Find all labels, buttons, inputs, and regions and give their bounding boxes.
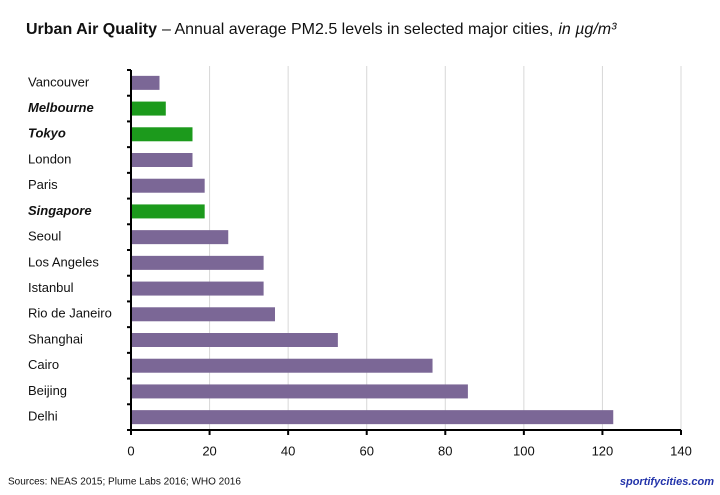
y-tick-label: Beijing xyxy=(28,383,67,398)
x-tick-label: 140 xyxy=(670,443,692,458)
bar xyxy=(132,101,166,116)
y-tick-label: Rio de Janeiro xyxy=(28,306,112,321)
bar xyxy=(132,333,338,347)
bar xyxy=(132,75,160,90)
title: Urban Air Quality xyxy=(26,21,157,38)
y-tick-label: Istanbul xyxy=(28,280,74,295)
y-tick-label: Shanghai xyxy=(28,331,83,346)
unit: in µg/m³ xyxy=(558,21,617,38)
x-tick-label: 0 xyxy=(127,443,134,458)
source: Sources: NEAS 2015; Plume Labs 2016; WHO… xyxy=(8,477,241,488)
credit: sportifycities.com xyxy=(620,476,714,488)
x-tick-label: 100 xyxy=(513,443,535,458)
bar xyxy=(132,410,614,425)
y-tick-label: Delhi xyxy=(28,409,58,424)
y-tick-label: Seoul xyxy=(28,229,61,244)
chart-title: Urban Air Quality – Annual average PM2.5 … xyxy=(26,21,617,38)
bar xyxy=(132,358,433,373)
bar xyxy=(132,127,193,142)
bar xyxy=(132,307,275,322)
x-tick-label: 20 xyxy=(202,443,216,458)
bar xyxy=(132,178,205,193)
bar xyxy=(132,153,193,167)
bar xyxy=(132,281,264,296)
x-tick-label: 80 xyxy=(438,443,452,458)
bar xyxy=(132,204,205,219)
x-tick-label: 40 xyxy=(281,443,295,458)
y-tick-label: Cairo xyxy=(28,357,59,372)
bar xyxy=(132,230,229,245)
y-tick-label: Tokyo xyxy=(28,126,66,141)
y-tick-label: Singapore xyxy=(28,203,92,218)
y-tick-label: Paris xyxy=(28,177,58,192)
x-tick-label: 60 xyxy=(359,443,373,458)
subtitle: – Annual average PM2.5 levels in selecte… xyxy=(162,21,553,38)
bar xyxy=(132,255,264,270)
bar xyxy=(132,384,468,399)
y-tick-label: Vancouver xyxy=(28,74,90,89)
y-tick-label: London xyxy=(28,151,71,166)
x-tick-label: 120 xyxy=(592,443,614,458)
y-tick-label: Melbourne xyxy=(28,100,94,115)
y-tick-label: Los Angeles xyxy=(28,254,99,269)
